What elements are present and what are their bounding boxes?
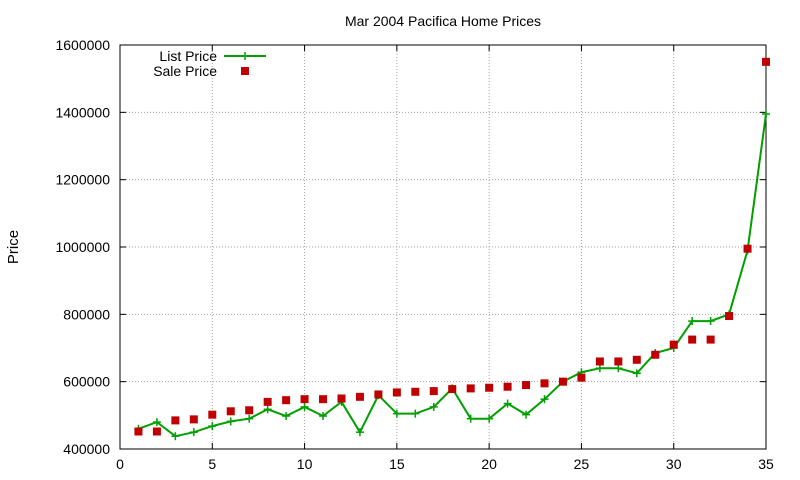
axis-ticks <box>119 44 767 450</box>
legend-marker-list-price <box>241 52 249 60</box>
legend-label-list-price: List Price <box>159 48 217 64</box>
sale-price-point <box>485 383 494 392</box>
sale-price-point <box>725 312 734 321</box>
legend: List Price Sale Price <box>153 48 266 79</box>
sale-price-point <box>688 335 697 344</box>
legend-label-sale-price: Sale Price <box>153 63 217 79</box>
y-tick-label: 600000 <box>63 374 110 390</box>
list-price-point <box>226 417 235 426</box>
x-tick-label: 25 <box>574 456 590 472</box>
series <box>134 57 770 441</box>
list-price-point <box>282 412 291 421</box>
sale-price-point <box>208 410 217 419</box>
sale-price-point <box>189 415 198 424</box>
y-tick-label: 1000000 <box>55 239 110 255</box>
list-price-point <box>503 399 512 408</box>
list-price-point <box>245 414 254 423</box>
list-price-point <box>263 405 272 414</box>
x-tick-label: 15 <box>389 456 405 472</box>
y-tick-label: 400000 <box>63 441 110 457</box>
sale-price-point <box>171 416 180 425</box>
sale-price-point <box>134 427 143 436</box>
list-price-point <box>355 428 364 437</box>
sale-price-point <box>743 244 752 253</box>
x-tick-label: 20 <box>481 456 497 472</box>
sale-price-point <box>669 340 678 349</box>
list-price-point <box>540 395 549 404</box>
y-tick-label: 1400000 <box>55 104 110 120</box>
list-price-point <box>300 402 309 411</box>
sale-price-point <box>392 388 401 397</box>
y-tick-label: 1600000 <box>55 37 110 53</box>
sale-price-point <box>282 396 291 405</box>
sale-price-point <box>411 387 420 396</box>
list-price-point <box>706 317 715 326</box>
y-tick-label: 800000 <box>63 306 110 322</box>
sale-price-point <box>558 377 567 386</box>
sale-price-point <box>152 427 161 436</box>
sale-price-point <box>226 407 235 416</box>
x-tick-label: 30 <box>666 456 682 472</box>
sale-price-point <box>300 395 309 404</box>
list-price-point <box>522 410 531 419</box>
sale-price-point <box>429 387 438 396</box>
sale-price-point <box>374 390 383 399</box>
list-price-point <box>595 364 604 373</box>
legend-swatch-sale-price <box>241 67 249 75</box>
sale-price-point <box>466 384 475 393</box>
sale-price-point <box>706 335 715 344</box>
list-price-point <box>208 422 217 431</box>
x-tick-label: 10 <box>297 456 313 472</box>
list-price-point <box>152 418 161 427</box>
x-tick-label: 0 <box>116 456 124 472</box>
sale-price-point <box>503 382 512 391</box>
sale-price-point <box>263 397 272 406</box>
sale-price-point <box>595 357 604 366</box>
list-price-point <box>688 317 697 326</box>
sale-price-point <box>448 385 457 394</box>
list-price-point <box>429 402 438 411</box>
series-sale-price <box>134 57 770 436</box>
list-price-point <box>485 414 494 423</box>
list-price-point <box>466 414 475 423</box>
sale-price-point <box>319 395 328 404</box>
list-price-point <box>189 428 198 437</box>
list-price-point <box>632 369 641 378</box>
list-price-point <box>411 409 420 418</box>
sale-price-point <box>614 357 623 366</box>
y-tick-label: 1200000 <box>55 172 110 188</box>
sale-price-point <box>337 394 346 403</box>
chart-title: Mar 2004 Pacifica Home Prices <box>345 13 541 29</box>
list-price-point <box>614 364 623 373</box>
x-tick-label: 35 <box>758 456 774 472</box>
sale-price-point <box>540 379 549 388</box>
sale-price-point <box>762 57 770 66</box>
list-price-point <box>171 432 180 441</box>
sale-price-point <box>632 355 641 364</box>
list-price-point <box>762 110 770 119</box>
sale-price-point <box>651 350 660 359</box>
sale-price-point <box>577 373 586 382</box>
x-tick-label: 5 <box>208 456 216 472</box>
list-price-point <box>319 412 328 421</box>
list-price-point <box>392 409 401 418</box>
sale-price-point <box>522 381 531 390</box>
sale-price-point <box>355 392 364 401</box>
y-axis-label: Price <box>5 230 22 264</box>
axis-tick-labels: 0 5 10 15 20 25 30 35 400000 600000 800000 1000000 1… <box>55 37 774 472</box>
sale-price-point <box>245 406 254 415</box>
grid <box>120 45 766 449</box>
